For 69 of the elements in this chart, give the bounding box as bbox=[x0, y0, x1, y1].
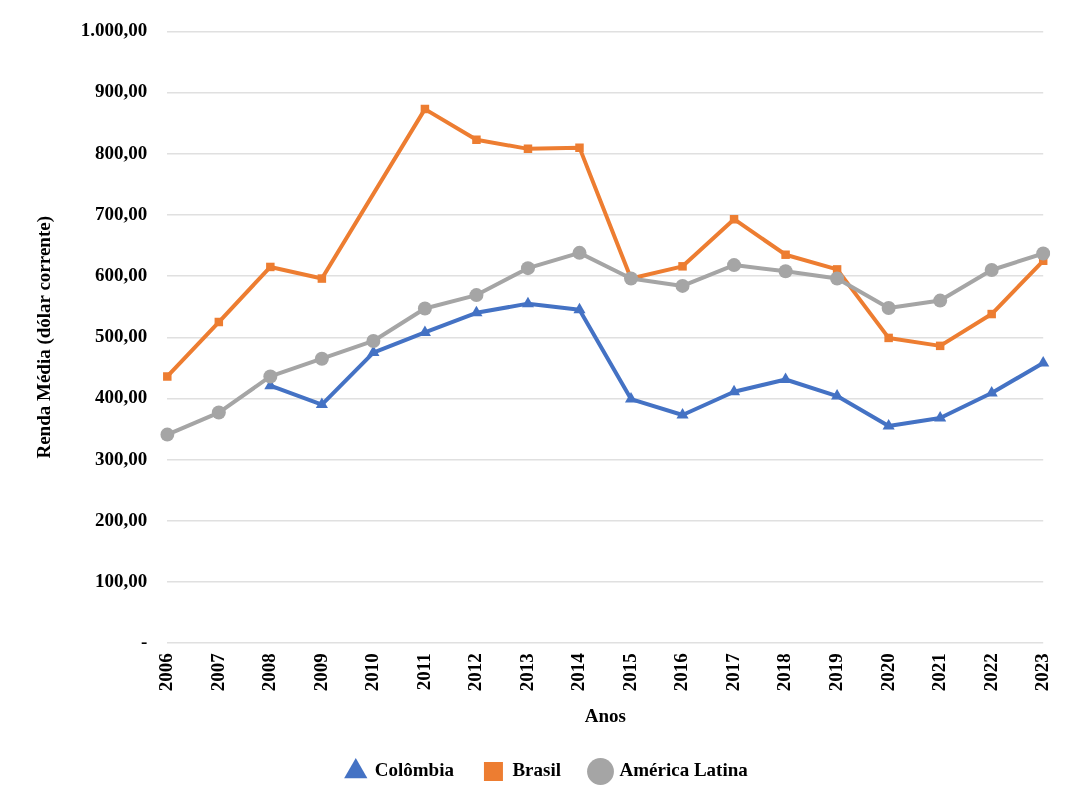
x-tick-label: 2015 bbox=[618, 653, 640, 692]
y-tick-label: 800,00 bbox=[95, 141, 148, 163]
legend-label: Brasil bbox=[512, 759, 562, 781]
x-tick-label: 2019 bbox=[825, 653, 847, 692]
point bbox=[314, 351, 329, 366]
y-tick-label: 100,00 bbox=[95, 569, 148, 591]
y-tick-label: 900,00 bbox=[95, 80, 148, 102]
point bbox=[472, 135, 481, 144]
point bbox=[366, 333, 381, 348]
x-tick-label: 2012 bbox=[464, 653, 486, 692]
y-tick-label: 1.000,00 bbox=[80, 19, 148, 41]
x-tick-label: 2023 bbox=[1031, 653, 1053, 692]
y-tick-label: 200,00 bbox=[95, 508, 148, 530]
x-tick-label: 2013 bbox=[515, 653, 537, 692]
point bbox=[778, 264, 793, 279]
y-axis-title: Renda Média (dólar corrente) bbox=[33, 216, 56, 459]
point bbox=[830, 271, 845, 286]
point bbox=[884, 333, 893, 343]
y-tick-label: 400,00 bbox=[95, 386, 148, 408]
point bbox=[934, 411, 947, 422]
x-tick-label: 2017 bbox=[721, 652, 743, 692]
x-axis-title: Anos bbox=[584, 704, 626, 726]
point bbox=[521, 296, 535, 308]
legend-label: Colômbia bbox=[374, 759, 455, 781]
point bbox=[211, 405, 226, 420]
point bbox=[266, 262, 275, 272]
x-tick-label: 2007 bbox=[206, 652, 228, 692]
point bbox=[881, 300, 896, 315]
point bbox=[624, 392, 638, 403]
x-tick-label: 2018 bbox=[773, 653, 795, 692]
x-tick-label: 2008 bbox=[258, 653, 280, 692]
x-tick-label: 2020 bbox=[876, 653, 898, 692]
point bbox=[727, 258, 742, 273]
point bbox=[1037, 356, 1050, 367]
point bbox=[676, 408, 689, 419]
point bbox=[520, 261, 535, 276]
point bbox=[469, 288, 484, 303]
point bbox=[317, 274, 327, 283]
point bbox=[575, 143, 584, 152]
y-tick-label: 600,00 bbox=[95, 264, 148, 286]
point bbox=[882, 419, 895, 430]
point bbox=[263, 369, 278, 384]
point bbox=[573, 302, 586, 314]
point bbox=[984, 263, 999, 277]
x-tick-label: 2014 bbox=[567, 652, 589, 692]
point bbox=[781, 250, 790, 259]
point bbox=[1036, 246, 1051, 261]
y-tick-label: 500,00 bbox=[95, 325, 148, 347]
point bbox=[160, 427, 175, 442]
x-tick-label: 2009 bbox=[309, 653, 331, 692]
point bbox=[678, 262, 687, 271]
point bbox=[675, 278, 690, 293]
x-tick-label: 2022 bbox=[979, 653, 1001, 692]
point bbox=[470, 305, 483, 317]
point bbox=[987, 309, 996, 319]
point bbox=[315, 397, 328, 409]
legend-label: América Latina bbox=[619, 759, 749, 781]
y-tick-label: - bbox=[140, 631, 148, 653]
point bbox=[572, 245, 587, 260]
x-tick-label: 2010 bbox=[361, 653, 383, 692]
x-tick-label: 2011 bbox=[412, 653, 434, 691]
x-tick-label: 2006 bbox=[155, 653, 177, 692]
y-tick-label: 700,00 bbox=[95, 202, 148, 224]
point bbox=[163, 372, 172, 381]
x-tick-label: 2016 bbox=[670, 653, 692, 692]
y-tick-label: 300,00 bbox=[95, 447, 148, 469]
point bbox=[933, 293, 948, 308]
point bbox=[417, 301, 432, 316]
x-tick-label: 2021 bbox=[928, 653, 950, 692]
